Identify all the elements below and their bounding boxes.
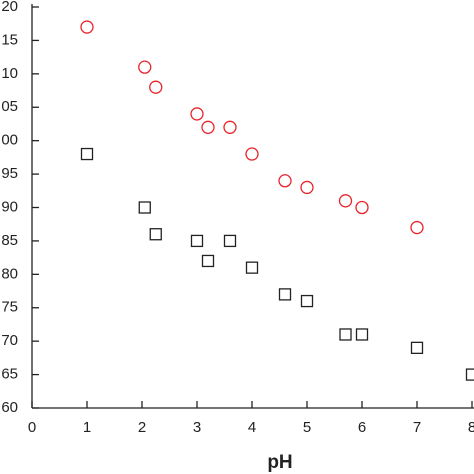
point (355, 328, 369, 341)
point (80, 20, 94, 34)
point (355, 200, 369, 215)
y-tick-label: 10 (1, 65, 18, 82)
point (223, 120, 237, 134)
point (190, 234, 204, 248)
y-tick-label: 95 (1, 165, 18, 182)
point (300, 294, 314, 308)
point (138, 201, 151, 214)
y-tick-label: 75 (1, 299, 18, 316)
point (410, 341, 424, 355)
y-tick-label: 15 (1, 31, 18, 48)
x-tick-label: 2 (138, 419, 146, 436)
point (245, 147, 259, 161)
x-tick-label: 3 (193, 419, 201, 436)
x-axis-label: pH (267, 452, 292, 473)
x-tick-label: 1 (83, 419, 91, 436)
point (138, 60, 152, 74)
point (278, 174, 292, 188)
point (149, 80, 163, 94)
point (339, 328, 352, 341)
point (278, 288, 292, 301)
x-tick-label: 5 (303, 419, 311, 436)
x-tick-label: 6 (358, 419, 366, 436)
point (80, 147, 94, 161)
point (190, 107, 204, 121)
x-tick-label: 4 (248, 419, 256, 436)
point (300, 180, 314, 195)
y-tick-label: 60 (1, 399, 18, 416)
y-tick-label: 20 (1, 0, 18, 15)
x-tick-label: 7 (413, 419, 421, 436)
y-tick-label: 80 (1, 265, 18, 282)
point (410, 220, 424, 235)
point (223, 234, 237, 248)
x-tick-label: 8 (468, 419, 474, 436)
point (201, 254, 215, 268)
point (245, 261, 259, 274)
y-tick-label: 90 (1, 198, 18, 215)
x-tick-label: 0 (28, 419, 36, 436)
point (149, 228, 162, 241)
y-tick-label: 05 (1, 98, 18, 115)
y-tick-label: 65 (1, 366, 18, 383)
y-tick-label: 70 (1, 332, 18, 349)
point (201, 120, 215, 134)
y-tick-label: 00 (1, 132, 18, 149)
point (338, 194, 353, 208)
y-tick-label: 85 (1, 232, 18, 249)
point (465, 368, 474, 381)
